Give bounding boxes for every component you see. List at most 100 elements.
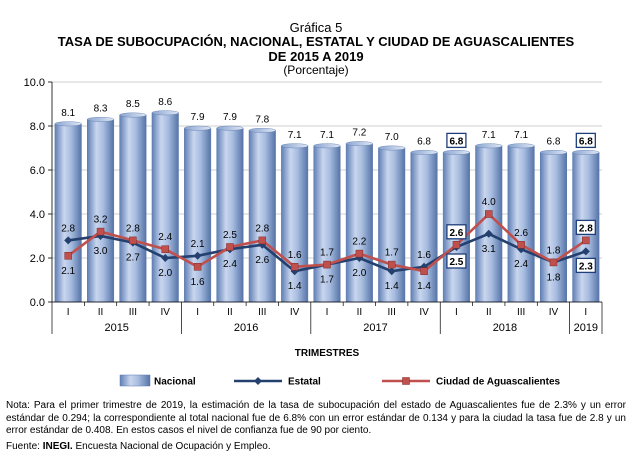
point-estatal	[64, 236, 73, 245]
y-tick-label: 10.0	[24, 77, 45, 89]
x-tick-label: III	[388, 307, 396, 318]
bar-nacional	[345, 143, 373, 303]
data-label-nacional: 8.1	[61, 108, 75, 119]
legend-label-ciudad: Ciudad de Aguascalientes	[436, 377, 561, 388]
x-tick-label: I	[584, 307, 587, 318]
point-ciudad	[129, 236, 137, 245]
x-year-label: 2019	[574, 322, 598, 334]
data-label-nacional: 7.1	[482, 130, 496, 141]
point-ciudad	[387, 260, 396, 269]
y-tick-label: 8.0	[30, 121, 45, 133]
point-ciudad	[452, 241, 461, 249]
bar-nacional	[248, 130, 276, 303]
chart-source: Fuente: INEGI. Encuesta Nacional de Ocup…	[6, 441, 271, 452]
data-label-nacional: 7.0	[385, 132, 399, 143]
data-label-estatal: 2.4	[514, 259, 528, 270]
data-label-ciudad: 1.6	[191, 277, 205, 288]
legend-label-nacional: Nacional	[154, 377, 196, 388]
legend: Nacional Estatal Ciudad de Aguascalientes	[119, 374, 561, 388]
bar-top-nacional	[572, 149, 600, 155]
y-tick-label: 6.0	[30, 165, 45, 177]
data-label-estatal: 2.8	[61, 223, 75, 234]
bar-top-nacional	[184, 125, 212, 131]
x-year-label: 2018	[493, 322, 517, 334]
x-tick-label: III	[129, 307, 137, 318]
x-tick-label: I	[67, 307, 70, 318]
data-label-estatal: 1.7	[320, 275, 334, 286]
legend-label-estatal: Estatal	[288, 377, 321, 388]
y-tick-label: 0.0	[30, 297, 45, 309]
point-ciudad	[420, 267, 428, 275]
chart-title-line-2: DE 2015 A 2019	[268, 49, 364, 64]
bar-nacional	[507, 145, 535, 303]
data-label-ciudad: 3.2	[94, 215, 108, 226]
data-label-ciudad: 2.2	[352, 237, 366, 248]
x-tick-label: I	[455, 307, 458, 318]
data-label-estatal: 2.6	[255, 255, 269, 266]
data-label-nacional: 7.1	[320, 130, 334, 141]
bar-nacional	[87, 119, 115, 303]
bar-nacional	[151, 112, 179, 303]
chart-canvas: 0.02.04.06.08.010.0 I II III IV I II III IV I II I…	[24, 77, 603, 388]
bar-nacional	[281, 145, 309, 303]
chart-number: Gráfica 5	[289, 20, 343, 35]
data-label-estatal: 1.8	[547, 272, 561, 283]
data-label-estatal: 2.4	[223, 259, 237, 270]
x-year-label: 2016	[234, 322, 258, 334]
data-label-nacional-box	[575, 132, 596, 149]
data-label-nacional: 7.1	[514, 130, 528, 141]
x-tick-label: III	[258, 307, 266, 318]
chart-title-line-1: TASA DE SUBOCUPACIÓN, NACIONAL, ESTATAL …	[57, 34, 575, 49]
bar-top-nacional	[540, 149, 567, 155]
point-ciudad	[582, 236, 590, 245]
bar-nacional	[313, 145, 341, 303]
point-ciudad	[323, 260, 331, 269]
data-label-ciudad: 1.4	[417, 281, 431, 292]
source-organization: INEGI.	[42, 441, 73, 452]
point-estatal	[161, 254, 170, 262]
data-label-nacional: 6.8	[417, 136, 431, 147]
data-label-ciudad-box	[575, 219, 596, 236]
data-label-nacional-box	[446, 132, 467, 149]
x-tick-label: II	[357, 307, 363, 318]
x-year-label: 2015	[104, 322, 128, 334]
legend-marker-estatal	[254, 377, 262, 385]
x-axis-title: TRIMESTRES	[295, 348, 360, 359]
data-label-nacional: 7.8	[255, 114, 269, 125]
x-tick-label: IV	[419, 307, 429, 318]
source-description: Encuesta Nacional de Ocupación y Empleo.	[72, 441, 271, 452]
bar-top-nacional	[216, 125, 244, 131]
line-series	[64, 210, 590, 276]
point-estatal	[484, 229, 493, 238]
bar-top-nacional	[281, 143, 309, 149]
data-label-nacional: 8.5	[126, 99, 140, 110]
bar-top-nacional	[442, 149, 470, 155]
bar-nacional	[184, 127, 212, 303]
x-tick-label: II	[486, 307, 492, 318]
bar-top-nacional	[248, 127, 276, 133]
data-label-ciudad: 2.6	[449, 228, 463, 239]
data-label-nacional: 7.9	[191, 112, 205, 123]
point-ciudad	[517, 241, 525, 249]
bar-nacional	[54, 123, 82, 303]
data-label-nacional: 6.8	[449, 136, 463, 147]
data-label-estatal: 3.1	[482, 244, 496, 255]
data-label-estatal: 2.0	[352, 268, 366, 279]
data-label-ciudad: 2.5	[223, 230, 237, 241]
data-label-ciudad-box	[446, 224, 467, 240]
data-label-ciudad: 2.6	[514, 228, 528, 239]
data-label-estatal: 1.4	[288, 281, 302, 292]
data-label-ciudad: 2.4	[158, 232, 172, 243]
bar-top-nacional	[87, 117, 114, 122]
bar-top-nacional	[313, 143, 341, 149]
x-tick-label: II	[98, 307, 104, 318]
chart-subtitle: (Porcentaje)	[283, 63, 349, 77]
x-tick-label: IV	[290, 307, 300, 318]
x-tick-label: I	[326, 307, 329, 318]
data-label-nacional: 7.1	[288, 130, 302, 141]
bar-nacional	[119, 114, 147, 303]
x-tick-label: II	[227, 307, 233, 318]
data-label-nacional: 6.8	[547, 136, 561, 147]
